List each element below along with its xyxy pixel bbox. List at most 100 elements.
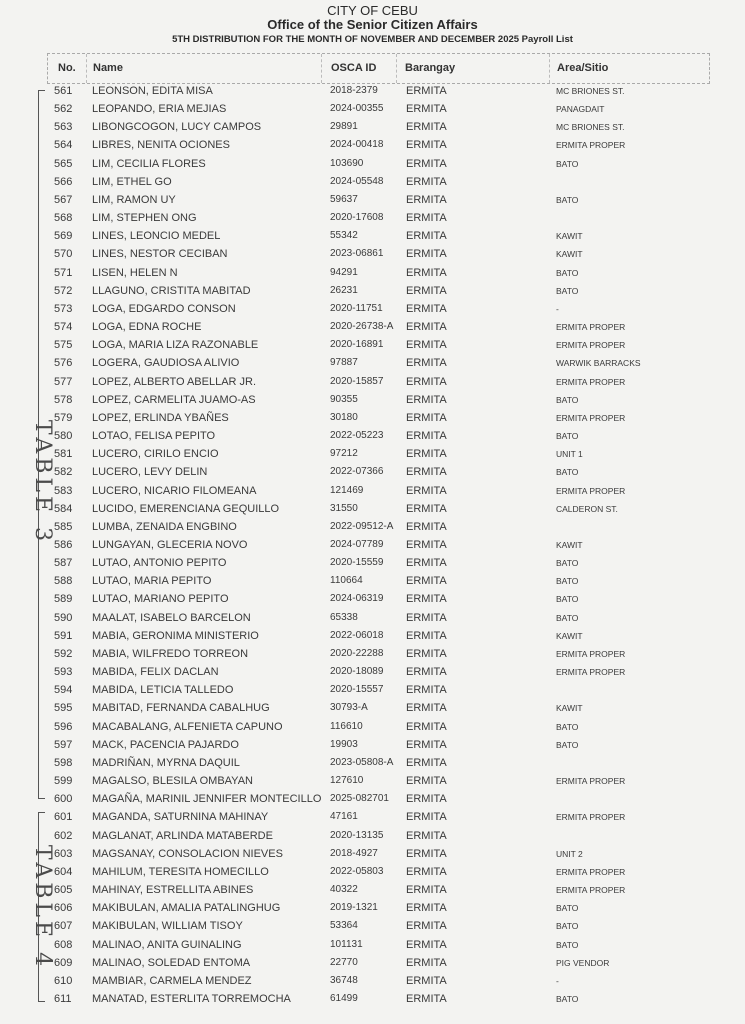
row-name: MAHINAY, ESTRELLITA ABINES [92,884,254,897]
row-area-sitio: MC BRIONES ST. [556,122,625,133]
row-name: MAHILUM, TERESITA HOMECILLO [92,865,269,878]
row-osca-id: 2020-15557 [330,684,384,696]
row-number: 596 [54,720,73,733]
row-area-sitio: UNIT 1 [556,449,583,460]
row-name: MABIA, GERONIMA MINISTERIO [92,629,259,642]
row-area-sitio: BATO [556,267,579,278]
row-number: 579 [54,411,73,424]
row-number: 584 [54,502,73,515]
row-name: MAGANDA, SATURNINA MAHINAY [92,811,269,824]
row-osca-id: 2019-1321 [330,902,378,914]
table-row: 598 MADRIÑAN, MYRNA DAQUIL 2023-05808-A ERM… [0,754,745,772]
row-number: 599 [54,775,73,788]
row-barangay: ERMITA [406,902,447,915]
row-number: 583 [54,484,73,497]
row-barangay: ERMITA [406,393,447,406]
row-number: 603 [54,847,73,860]
row-area-sitio: ERMITA PROPER [556,376,626,387]
row-osca-id: 2020-13135 [330,829,384,841]
row-number: 561 [54,85,73,97]
row-number: 597 [54,738,73,751]
row-area-sitio: BATO [556,921,579,932]
row-osca-id: 61499 [330,993,358,1004]
row-barangay: ERMITA [406,266,447,279]
row-osca-id: 30793-A [330,702,368,714]
row-osca-id: 2022-07366 [330,466,384,478]
column-divider [86,54,87,83]
row-name: MALINAO, ANITA GUINALING [92,938,242,951]
row-barangay: ERMITA [406,121,447,134]
row-osca-id: 2020-16891 [330,339,384,351]
row-name: MADRIÑAN, MYRNA DAQUIL [92,756,240,769]
row-name: LIBONGCOGON, LUCY CAMPOS [92,121,262,134]
table-row: 582 LUCERO, LEVY DELIN 2022-07366 ERMITA BAT… [0,463,745,481]
row-area-sitio: MC BRIONES ST. [556,86,625,96]
row-area-sitio: UNIT 2 [556,848,583,859]
row-number: 568 [54,212,73,225]
row-area-sitio: ERMITA PROPER [556,412,626,423]
row-osca-id: 2020-15559 [330,557,384,569]
column-header-no: No. [58,62,76,74]
row-osca-id: 59637 [330,193,358,205]
row-osca-id: 55342 [330,230,358,242]
row-name: MACABALANG, ALFENIETA CAPUNO [92,720,283,733]
row-name: LUMBA, ZENAIDA ENGBINO [92,520,237,533]
row-number: 609 [54,956,73,969]
row-number: 570 [54,248,73,261]
row-name: LEOPANDO, ERIA MEJIAS [92,103,227,116]
row-number: 577 [54,375,73,388]
table-row: 601 MAGANDA, SATURNINA MAHINAY 47161 ERMITA… [0,808,745,826]
row-area-sitio: PANAGDAIT [556,104,605,115]
table-row: 592 MABIA, WILFREDO TORREON 2020-22288 ERMI… [0,645,745,663]
row-barangay: ERMITA [406,85,447,97]
row-area-sitio: BATO [556,194,579,205]
row-barangay: ERMITA [406,611,447,624]
row-area-sitio: ERMITA PROPER [556,776,626,787]
row-area-sitio: BATO [556,939,579,950]
table-row: 610 MAMBIAR, CARMELA MENDEZ 36748 ERMITA - [0,972,745,990]
row-barangay: ERMITA [406,666,447,679]
row-osca-id: 2020-11751 [330,302,383,314]
row-number: 578 [54,393,73,406]
table-row: 581 LUCERO, CIRILO ENCIO 97212 ERMITA UNIT 1 [0,445,745,463]
row-name: MABITAD, FERNANDA CABALHUG [92,702,270,715]
row-name: LOGA, EDNA ROCHE [92,321,202,334]
row-barangay: ERMITA [406,411,447,424]
row-number: 585 [54,520,73,533]
row-area-sitio: ERMITA PROPER [556,812,626,823]
row-number: 608 [54,938,73,951]
table-row: 595 MABITAD, FERNANDA CABALHUG 30793-A ERMI… [0,699,745,717]
row-area-sitio: KAWIT [556,630,583,641]
row-name: MALINAO, SOLEDAD ENTOMA [92,956,251,969]
row-osca-id: 121469 [330,484,364,496]
row-area-sitio: KAWIT [556,540,583,550]
row-number: 582 [54,466,73,479]
table-row: 561 LEONSON, EDITA MISA 2018-2379 ERMITA MC … [0,82,745,100]
table-row: 580 LOTAO, FELISA PEPITO 2022-05223 ERMITA B… [0,427,745,445]
row-barangay: ERMITA [406,720,447,733]
row-barangay: ERMITA [406,629,447,642]
row-barangay: ERMITA [406,956,447,969]
row-number: 588 [54,575,73,588]
table-row: 586 LUNGAYAN, GLECERIA NOVO 2024-07789 ERMI… [0,536,745,554]
table-row: 570 LINES, NESTOR CECIBAN 2023-06861 ERMITA… [0,245,745,263]
row-barangay: ERMITA [406,230,447,243]
row-barangay: ERMITA [406,647,447,660]
row-name: MAKIBULAN, WILLIAM TISOY [92,920,243,933]
table-row: 583 LUCERO, NICARIO FILOMEANA 121469 ERMITA… [0,482,745,500]
row-name: LUTAO, MARIANO PEPITO [92,593,229,606]
row-number: 580 [54,430,73,443]
row-number: 564 [54,139,73,152]
row-barangay: ERMITA [406,502,447,515]
table-row: 587 LUTAO, ANTONIO PEPITO 2020-15559 ERMITA… [0,554,745,572]
column-header-barangay: Barangay [405,62,456,74]
row-area-sitio: PIG VENDOR [556,957,610,968]
row-name: LLAGUNO, CRISTITA MABITAD [92,284,251,297]
row-number: 572 [54,284,73,297]
row-name: LOPEZ, CARMELITA JUAMO-AS [92,393,256,406]
row-name: LINES, LEONCIO MEDEL [92,230,221,243]
table-row: 577 LOPEZ, ALBERTO ABELLAR JR. 2020-15857 E… [0,373,745,391]
table-row: 596 MACABALANG, ALFENIETA CAPUNO 116610 ERM… [0,718,745,736]
row-barangay: ERMITA [406,193,447,206]
column-header-area: Area/Sitio [557,62,609,74]
